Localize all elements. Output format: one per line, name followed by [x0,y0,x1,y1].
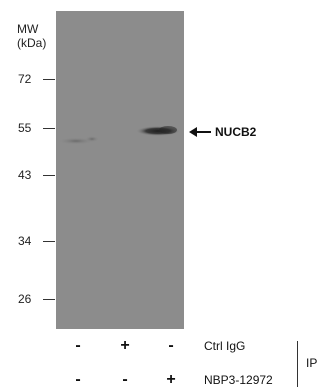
row1-lane2-sign: + [120,337,130,354]
row2-label: NBP3-12972 [204,373,273,387]
marker-label: 43 [18,168,32,182]
lane3-band-core [159,126,177,134]
arrow-shaft [197,131,211,133]
lane1-band-shoulder [85,136,99,142]
marker-tick [43,128,55,129]
mw-title-line1: MW [17,22,39,36]
ip-label: IP [306,356,318,370]
marker-tick [43,175,55,176]
marker-tick [43,241,55,242]
row2-lane1-sign: - [75,371,81,388]
mw-title: MW (kDa) [17,22,46,50]
blot-membrane [56,11,184,329]
marker-tick [43,299,55,300]
arrow-left-icon [189,127,197,137]
target-label: NUCB2 [215,125,257,139]
row1-lane1-sign: - [75,337,81,354]
membrane-background [56,11,184,329]
marker-72: 72 [0,72,58,86]
ip-bracket [297,341,298,387]
row1-lane3-sign: - [168,337,174,354]
marker-55: 55 [0,121,58,135]
lane1-band [58,137,94,145]
row1-label: Ctrl IgG [204,339,246,353]
marker-tick [43,79,55,80]
marker-26: 26 [0,292,58,306]
row2-lane3-sign: + [166,371,176,388]
row2-lane2-sign: - [122,371,128,388]
marker-34: 34 [0,234,58,248]
blot-image [56,11,184,329]
marker-43: 43 [0,168,58,182]
target-annotation: NUCB2 [189,122,299,142]
marker-label: 34 [18,234,32,248]
marker-label: 72 [18,72,32,86]
marker-label: 55 [18,121,32,135]
mw-title-line2: (kDa) [17,36,47,50]
marker-label: 26 [18,292,32,306]
